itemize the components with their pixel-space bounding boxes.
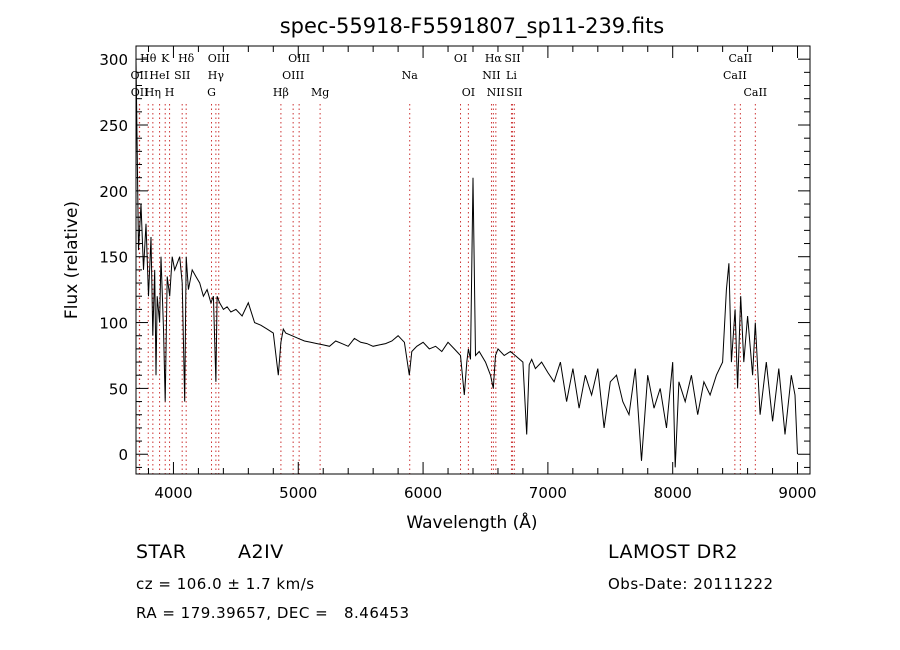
spectral-line-label: OIII bbox=[208, 52, 230, 65]
observation-date: Obs-Date: 20111222 bbox=[608, 575, 774, 593]
spectral-line-label: NII bbox=[487, 86, 505, 99]
x-tick-label: 6000 bbox=[404, 484, 442, 502]
spectral-line-label: Mg bbox=[311, 86, 329, 99]
x-tick-label: 7000 bbox=[529, 484, 567, 502]
spectral-line-label: Hα bbox=[485, 52, 503, 65]
spectral-line-label: HeI bbox=[149, 69, 169, 82]
spectral-line-label: CaII bbox=[743, 86, 767, 99]
spectral-line-label: OII bbox=[131, 69, 149, 82]
spectral-line-label: H bbox=[165, 86, 175, 99]
x-axis-label: Wavelength (Å) bbox=[406, 511, 537, 533]
spectral-line-label: CaII bbox=[723, 69, 747, 82]
spectral-line-label: OI bbox=[454, 52, 467, 65]
x-tick-label: 8000 bbox=[654, 484, 692, 502]
x-axis-ticks: 4000 5000 6000 7000 8000 9000 bbox=[147, 46, 817, 502]
y-tick-label: 250 bbox=[99, 117, 128, 135]
spectral-line-label: Hβ bbox=[273, 86, 289, 99]
spectral-line-label: SII bbox=[506, 86, 522, 99]
plot-frame bbox=[135, 45, 811, 475]
spectral-class: A2IV bbox=[238, 541, 284, 563]
x-tick-label: 5000 bbox=[279, 484, 317, 502]
y-axis-label: Flux (relative) bbox=[62, 201, 82, 319]
spectral-line-label: K bbox=[161, 52, 170, 65]
y-axis-ticks: 0 50 100 150 200 250 300 bbox=[99, 51, 810, 468]
spectral-line-label: NII bbox=[482, 69, 500, 82]
spectral-line-label: Hη bbox=[145, 86, 161, 99]
spectral-line-label: Hθ bbox=[140, 52, 157, 65]
y-tick-label: 0 bbox=[118, 446, 128, 464]
spectral-line-markers bbox=[138, 104, 756, 474]
coordinates-readout: RA = 179.39657, DEC = 8.46453 bbox=[136, 604, 410, 622]
chart-title: spec-55918-F5591807_sp11-239.fits bbox=[280, 14, 665, 39]
spectral-line-labels: Hθ OII OII K HeI Hη SII H Hδ OIII Hγ G Hβ OIII OIII Mg N… bbox=[131, 52, 768, 99]
y-tick-label: 150 bbox=[99, 249, 128, 267]
spectrum-line bbox=[135, 59, 798, 468]
spectral-line-label: Hγ bbox=[208, 69, 225, 82]
x-tick-label: 9000 bbox=[778, 484, 816, 502]
spectral-line-label: CaII bbox=[729, 52, 753, 65]
spectral-line-label: OI bbox=[462, 86, 475, 99]
y-tick-label: 100 bbox=[99, 315, 128, 333]
spectral-line-label: SII bbox=[504, 52, 520, 65]
y-tick-label: 300 bbox=[99, 51, 128, 69]
spectral-line-label: OIII bbox=[282, 69, 304, 82]
spectral-line-label: OIII bbox=[288, 52, 310, 65]
survey-name: LAMOST DR2 bbox=[608, 541, 738, 563]
y-tick-label: 50 bbox=[109, 380, 128, 398]
spectral-line-label: SII bbox=[174, 69, 190, 82]
spectral-line-label: Hδ bbox=[178, 52, 195, 65]
spectral-line-label: OII bbox=[131, 86, 149, 99]
spectral-line-label: G bbox=[207, 86, 216, 99]
spectral-line-label: Na bbox=[402, 69, 419, 82]
object-type: STAR bbox=[136, 541, 187, 563]
spectral-line-label: Li bbox=[506, 69, 517, 82]
y-tick-label: 200 bbox=[99, 183, 128, 201]
velocity-readout: cz = 106.0 ± 1.7 km/s bbox=[136, 575, 315, 593]
x-tick-label: 4000 bbox=[154, 484, 192, 502]
